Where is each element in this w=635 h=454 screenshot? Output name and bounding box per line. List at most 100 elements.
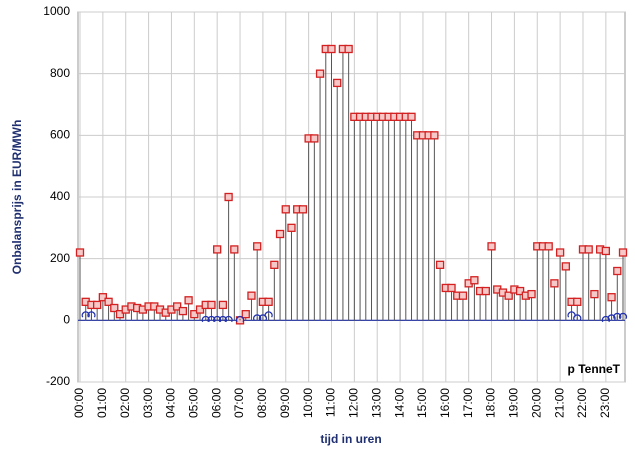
price-marker [601, 315, 610, 323]
x-tick-label: 17:00 [461, 388, 475, 418]
y-tick-label: 600 [50, 128, 70, 142]
price-marker [287, 223, 296, 232]
x-tick-label: 06:00 [209, 388, 223, 418]
price-marker [230, 245, 239, 254]
price-marker [98, 293, 108, 302]
marks [75, 44, 628, 325]
price-marker [241, 310, 250, 319]
price-marker [344, 44, 353, 54]
price-marker [115, 310, 125, 319]
price-marker [327, 44, 336, 54]
x-tick-label: 15:00 [415, 388, 429, 418]
price-marker [487, 242, 496, 251]
price-marker [613, 266, 622, 276]
x-tick-label: 20:00 [529, 388, 543, 418]
x-tick-label: 09:00 [278, 388, 292, 418]
price-marker [561, 262, 570, 271]
x-tick-label: 12:00 [347, 388, 361, 418]
price-marker [92, 300, 102, 310]
x-tick-label: 13:00 [369, 388, 383, 418]
price-marker [430, 131, 439, 140]
price-marker [435, 260, 445, 269]
x-tick-label: 10:00 [301, 388, 315, 418]
price-marker [224, 315, 233, 323]
x-tick-label: 01:00 [95, 388, 109, 418]
price-marker [481, 286, 490, 296]
y-tick-label: 200 [50, 251, 70, 265]
x-tick-label: 18:00 [484, 388, 498, 418]
price-marker [190, 310, 199, 319]
price-marker [213, 315, 222, 323]
price-marker [504, 291, 513, 300]
x-tick-label: 04:00 [164, 388, 178, 418]
price-marker [201, 315, 210, 323]
price-marker [178, 306, 188, 316]
x-tick-label: 02:00 [118, 388, 132, 418]
price-marker [590, 289, 599, 299]
x-tick-label: 21:00 [552, 388, 566, 418]
price-marker [607, 293, 616, 302]
x-tick-label: 19:00 [507, 388, 521, 418]
price-marker [218, 315, 228, 323]
price-marker [310, 134, 319, 143]
price-marker [81, 311, 90, 318]
price-marker [470, 276, 479, 285]
price-marker [281, 205, 290, 214]
price-marker [75, 248, 85, 257]
price-marker [264, 311, 273, 318]
x-tick-label: 03:00 [141, 388, 155, 418]
price-marker [258, 314, 268, 321]
y-tick-label: -200 [46, 374, 70, 388]
price-marker [601, 246, 611, 256]
price-marker [207, 315, 216, 323]
x-tick-label: 23:00 [598, 388, 612, 418]
price-marker [333, 78, 342, 88]
price-marker [104, 297, 113, 306]
x-tick-label: 07:00 [232, 388, 246, 418]
price-marker [264, 297, 273, 306]
price-marker [270, 260, 279, 269]
price-marker [607, 314, 616, 321]
price-marker [458, 291, 468, 300]
y-tick-label: 800 [50, 66, 70, 80]
price-marker [613, 312, 622, 320]
price-marker [184, 296, 193, 305]
price-marker [407, 112, 416, 121]
x-tick-label: 16:00 [438, 388, 452, 418]
price-marker [110, 303, 119, 313]
price-marker [584, 245, 593, 254]
price-marker [213, 245, 222, 254]
y-tick-label: 1000 [43, 4, 70, 18]
price-marker [573, 297, 582, 306]
price-marker [555, 248, 565, 257]
price-marker [207, 300, 216, 310]
source-annotation: p TenneT [568, 362, 621, 376]
price-marker [618, 248, 628, 257]
price-marker [195, 305, 205, 314]
x-tick-label: 11:00 [324, 388, 338, 417]
price-marker [247, 291, 256, 300]
price-marker [315, 69, 325, 78]
price-marker [87, 311, 96, 318]
x-tick-label: 00:00 [72, 388, 86, 418]
x-axis-title: tijd in uren [320, 432, 381, 446]
price-marker [550, 279, 559, 288]
price-marker [527, 289, 536, 299]
y-tick-label: 400 [50, 189, 70, 203]
price-marker [573, 314, 582, 321]
x-tick-label: 05:00 [186, 388, 200, 418]
price-marker [253, 242, 262, 251]
price-marker [235, 315, 245, 323]
x-tick-label: 22:00 [575, 388, 589, 418]
price-marker [298, 205, 308, 214]
price-marker [173, 302, 182, 311]
price-marker [253, 314, 262, 321]
price-marker [515, 286, 525, 296]
price-marker [618, 312, 628, 320]
price-marker [275, 229, 285, 239]
price-marker [218, 300, 228, 310]
y-tick-label: 0 [63, 313, 70, 327]
x-tick-label: 14:00 [392, 388, 406, 418]
